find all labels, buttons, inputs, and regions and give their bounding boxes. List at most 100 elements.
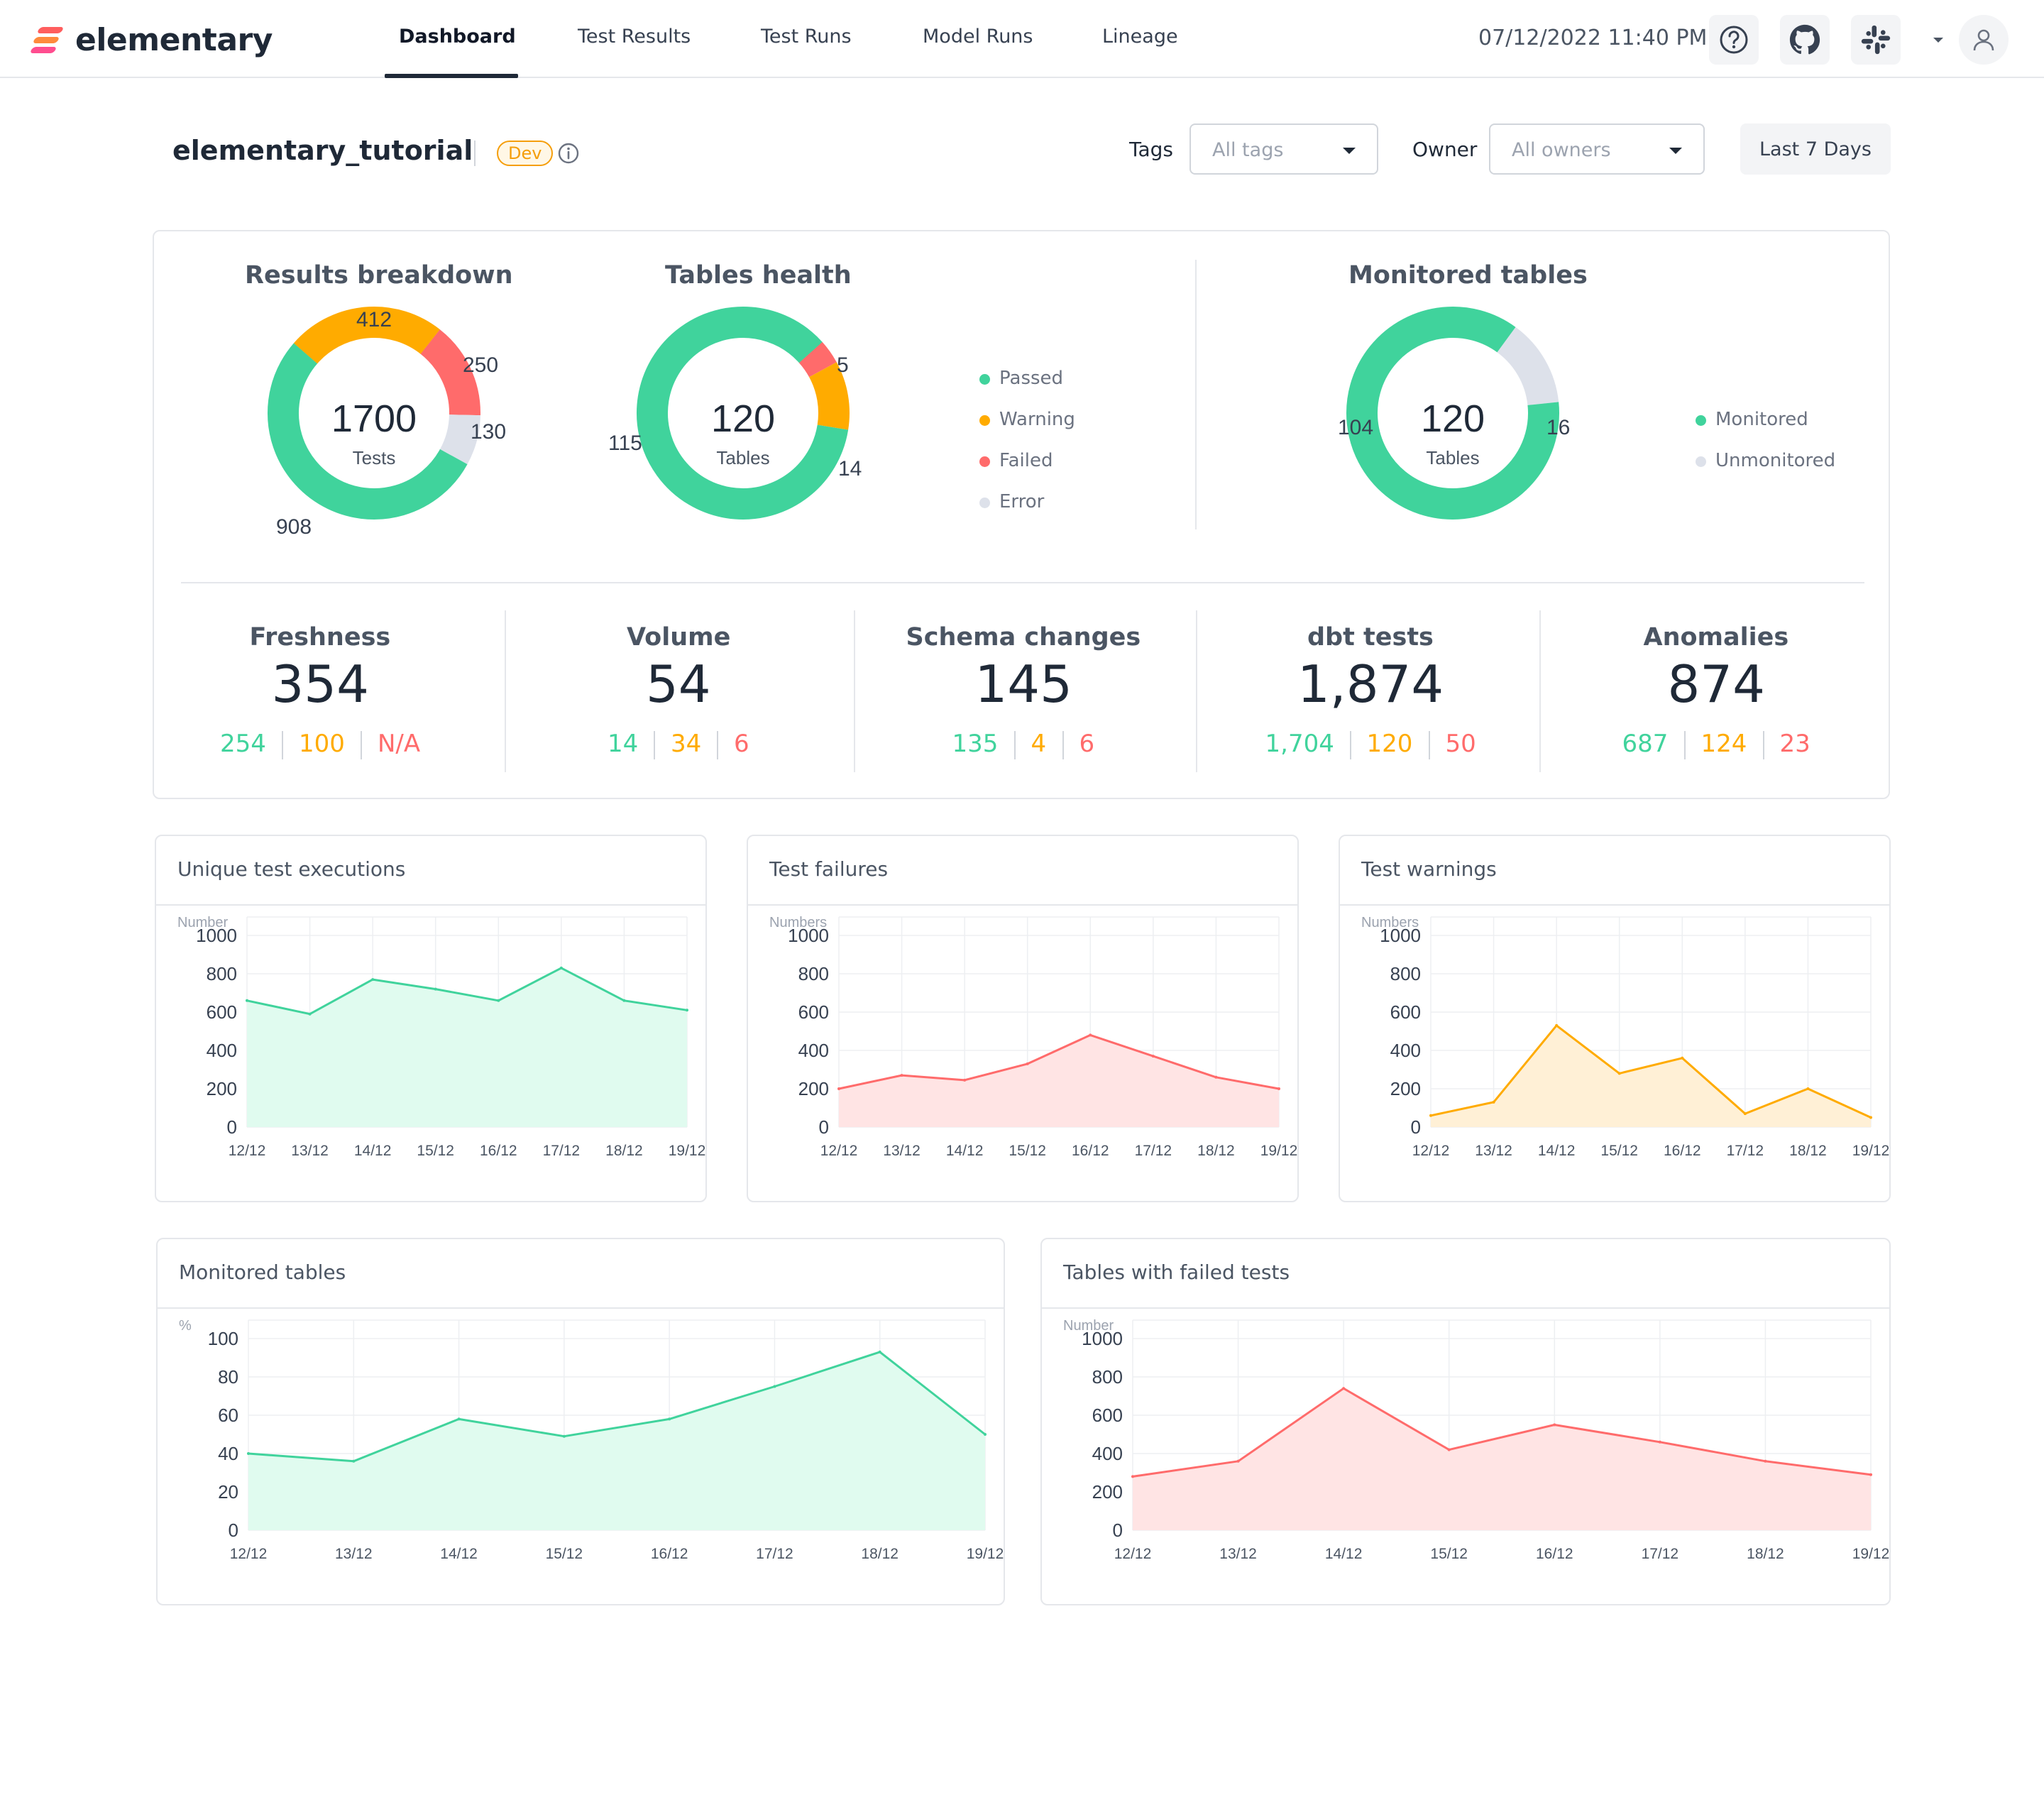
y-tick-label: 20 — [218, 1481, 238, 1503]
x-tick-label: 17/12 — [543, 1143, 581, 1159]
x-tick-label: 16/12 — [1664, 1143, 1701, 1159]
x-tick-label: 15/12 — [417, 1143, 454, 1159]
metric-total-schema-changes: 145 — [974, 654, 1072, 714]
x-tick-label: 15/12 — [1600, 1143, 1638, 1159]
data-point — [246, 999, 248, 1002]
data-point — [1869, 1473, 1872, 1476]
legend-label-warning: Warning — [999, 409, 1075, 430]
nav-lineage[interactable]: Lineage — [1102, 26, 1178, 48]
data-point — [457, 1417, 461, 1421]
series-area — [248, 1351, 985, 1530]
data-point — [686, 1009, 688, 1012]
results-failed-value: 250 — [463, 353, 498, 377]
x-tick-label: 19/12 — [1852, 1546, 1890, 1562]
metric-warning-anomalies: 124 — [1700, 730, 1747, 758]
chart-title: Monitored tables — [179, 1260, 346, 1284]
y-tick-label: 1000 — [196, 925, 237, 946]
x-tick-label: 15/12 — [1430, 1546, 1468, 1562]
y-tick-label: 80 — [218, 1366, 238, 1388]
data-point — [1026, 1062, 1029, 1065]
x-tick-label: 12/12 — [1114, 1546, 1152, 1562]
user-avatar[interactable] — [1959, 15, 2009, 65]
y-tick-label: 600 — [1092, 1405, 1123, 1426]
x-tick-label: 19/12 — [669, 1143, 706, 1159]
y-tick-label: 100 — [208, 1328, 238, 1349]
y-axis-label: Number — [1063, 1318, 1114, 1334]
data-point — [371, 978, 375, 982]
github-button[interactable] — [1780, 15, 1830, 65]
x-tick-label: 15/12 — [546, 1546, 583, 1562]
nav-dashboard[interactable]: Dashboard — [399, 26, 516, 48]
metric-warning-freshness: 100 — [299, 730, 345, 758]
metric-divider — [505, 610, 506, 772]
tables-with-failed-tests-chart: Number 0 200 400 600 800 1000 12/12 13/12 14/12 15… — [1063, 1318, 1890, 1562]
slack-icon — [1861, 25, 1891, 55]
x-tick-label: 14/12 — [354, 1143, 392, 1159]
monitored-tables-chart: % 0 20 40 60 80 100 12/12 13/12 14/12 15/12 16/12 17… — [179, 1318, 1004, 1562]
owner-filter-label: Owner — [1412, 138, 1478, 161]
results-total-label: Tests — [353, 447, 396, 468]
nav-test-runs[interactable]: Test Runs — [761, 26, 852, 48]
tables-health-total: 120 — [711, 397, 775, 440]
y-tick-label: 60 — [218, 1405, 238, 1426]
metric-value-separator — [1013, 731, 1016, 759]
metric-warning-volume: 34 — [671, 730, 702, 758]
environment-badge: Dev — [497, 141, 554, 166]
data-point — [1278, 1087, 1280, 1090]
results-total: 1700 — [331, 397, 417, 440]
tables-health-failed-value: 5 — [837, 353, 849, 377]
y-axis-label: Number — [177, 915, 228, 930]
chart-title: Test failures — [769, 857, 889, 881]
x-tick-label: 18/12 — [861, 1546, 899, 1562]
slack-button[interactable] — [1851, 15, 1901, 65]
x-tick-label: 13/12 — [335, 1546, 373, 1562]
owner-select[interactable]: All owners — [1489, 123, 1705, 175]
y-tick-label: 800 — [1092, 1366, 1123, 1388]
y-tick-label: 600 — [798, 1001, 829, 1023]
x-tick-label: 18/12 — [1789, 1143, 1827, 1159]
metric-failed-freshness: N/A — [378, 730, 421, 758]
y-axis-label: % — [179, 1318, 192, 1334]
metric-value-separator — [717, 731, 718, 759]
data-point — [1681, 1056, 1684, 1060]
info-icon[interactable] — [557, 142, 580, 165]
account-menu-toggle[interactable] — [1929, 31, 1947, 50]
nav-model-runs[interactable]: Model Runs — [923, 26, 1033, 48]
x-tick-label: 18/12 — [605, 1143, 643, 1159]
x-tick-label: 17/12 — [756, 1546, 793, 1562]
y-tick-label: 40 — [218, 1443, 238, 1464]
x-tick-label: 13/12 — [1475, 1143, 1512, 1159]
tags-select-value: All tags — [1212, 139, 1284, 161]
monitored-slice-monitored[interactable] — [1346, 307, 1559, 520]
x-tick-label: 12/12 — [820, 1143, 858, 1159]
data-point — [352, 1459, 356, 1463]
tags-select[interactable]: All tags — [1189, 123, 1378, 175]
date-range-button[interactable]: Last 7 Days — [1740, 123, 1891, 175]
tags-filter-label: Tags — [1129, 138, 1173, 161]
data-point — [1555, 1023, 1559, 1027]
environment-title: elementary_tutorial — [172, 135, 473, 166]
chart-card-unique-test-executions: Unique test executions Number 0 200 400 600 8… — [155, 835, 707, 1202]
elementary-logo[interactable]: elementary — [29, 20, 273, 60]
metric-divider — [1196, 610, 1197, 772]
summary-horizontal-divider — [181, 582, 1864, 583]
metric-value-separator — [1349, 731, 1351, 759]
elementary-logo-icon — [29, 23, 65, 57]
results-slice-error[interactable] — [268, 307, 480, 520]
monitored-value: 104 — [1338, 416, 1373, 439]
monitored-tables-donut: 120 Tables 104 16 — [1338, 307, 1570, 520]
y-tick-label: 800 — [207, 963, 237, 984]
x-tick-label: 17/12 — [1642, 1546, 1679, 1562]
data-point — [963, 1078, 967, 1082]
legend-label-error: Error — [999, 491, 1045, 512]
results-slice-failed[interactable] — [246, 285, 502, 541]
data-point — [668, 1417, 671, 1421]
help-button[interactable] — [1709, 15, 1759, 65]
test-warnings-chart: Numbers 0 200 400 600 800 1000 12/12 13/12 14/12 1… — [1361, 915, 1889, 1159]
results-breakdown-donut: 1700 Tests 412 250 130 908 — [268, 307, 506, 539]
x-tick-label: 17/12 — [1135, 1143, 1172, 1159]
metric-failed-volume: 6 — [734, 730, 749, 758]
y-tick-label: 200 — [798, 1078, 829, 1099]
nav-test-results[interactable]: Test Results — [578, 26, 691, 48]
y-tick-label: 800 — [798, 963, 829, 984]
